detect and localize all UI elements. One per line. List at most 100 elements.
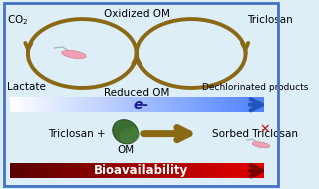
Text: Reduced OM: Reduced OM [104, 88, 169, 98]
FancyBboxPatch shape [139, 97, 141, 112]
FancyBboxPatch shape [260, 163, 262, 178]
FancyBboxPatch shape [129, 97, 131, 112]
FancyBboxPatch shape [27, 163, 29, 178]
Ellipse shape [114, 120, 131, 132]
Ellipse shape [252, 142, 270, 148]
FancyBboxPatch shape [22, 97, 24, 112]
FancyBboxPatch shape [30, 97, 32, 112]
Text: Dechlorinated products: Dechlorinated products [202, 83, 309, 91]
FancyBboxPatch shape [112, 163, 114, 178]
FancyBboxPatch shape [240, 163, 242, 178]
FancyBboxPatch shape [202, 163, 204, 178]
FancyBboxPatch shape [68, 163, 70, 178]
FancyBboxPatch shape [75, 163, 77, 178]
FancyBboxPatch shape [66, 97, 68, 112]
FancyBboxPatch shape [206, 163, 208, 178]
FancyBboxPatch shape [182, 163, 184, 178]
FancyBboxPatch shape [136, 163, 138, 178]
FancyBboxPatch shape [121, 97, 122, 112]
FancyBboxPatch shape [184, 97, 186, 112]
FancyBboxPatch shape [150, 97, 152, 112]
FancyBboxPatch shape [141, 163, 143, 178]
FancyBboxPatch shape [57, 97, 59, 112]
FancyBboxPatch shape [81, 97, 83, 112]
FancyBboxPatch shape [20, 163, 22, 178]
FancyBboxPatch shape [170, 97, 172, 112]
Text: Sorbed Triclosan: Sorbed Triclosan [212, 129, 298, 139]
FancyBboxPatch shape [211, 163, 213, 178]
FancyBboxPatch shape [85, 163, 87, 178]
FancyBboxPatch shape [42, 163, 44, 178]
FancyBboxPatch shape [190, 163, 192, 178]
FancyBboxPatch shape [214, 97, 216, 112]
FancyBboxPatch shape [71, 163, 73, 178]
FancyBboxPatch shape [134, 97, 136, 112]
FancyBboxPatch shape [127, 97, 129, 112]
FancyBboxPatch shape [46, 163, 48, 178]
FancyBboxPatch shape [52, 97, 54, 112]
FancyBboxPatch shape [132, 97, 135, 112]
FancyBboxPatch shape [231, 97, 233, 112]
FancyBboxPatch shape [83, 97, 85, 112]
FancyBboxPatch shape [158, 97, 160, 112]
FancyBboxPatch shape [73, 163, 75, 178]
FancyBboxPatch shape [257, 97, 259, 112]
FancyBboxPatch shape [112, 97, 114, 112]
FancyBboxPatch shape [233, 163, 235, 178]
FancyBboxPatch shape [165, 97, 167, 112]
FancyBboxPatch shape [68, 97, 70, 112]
FancyBboxPatch shape [141, 97, 143, 112]
FancyBboxPatch shape [126, 97, 128, 112]
FancyBboxPatch shape [254, 97, 256, 112]
Text: CO$_2$: CO$_2$ [7, 13, 28, 27]
FancyBboxPatch shape [93, 97, 95, 112]
FancyBboxPatch shape [230, 97, 232, 112]
FancyBboxPatch shape [136, 97, 138, 112]
FancyBboxPatch shape [85, 97, 87, 112]
FancyBboxPatch shape [143, 163, 145, 178]
FancyBboxPatch shape [151, 163, 153, 178]
FancyBboxPatch shape [259, 163, 261, 178]
Text: e-: e- [133, 98, 148, 112]
FancyBboxPatch shape [247, 163, 249, 178]
FancyBboxPatch shape [260, 97, 262, 112]
FancyBboxPatch shape [59, 97, 61, 112]
FancyBboxPatch shape [107, 163, 109, 178]
FancyBboxPatch shape [172, 97, 174, 112]
FancyBboxPatch shape [13, 163, 15, 178]
FancyBboxPatch shape [167, 97, 168, 112]
FancyBboxPatch shape [225, 163, 226, 178]
FancyBboxPatch shape [216, 97, 218, 112]
FancyBboxPatch shape [75, 97, 77, 112]
FancyBboxPatch shape [236, 163, 238, 178]
FancyBboxPatch shape [131, 97, 133, 112]
FancyBboxPatch shape [238, 97, 240, 112]
FancyBboxPatch shape [102, 163, 104, 178]
FancyBboxPatch shape [137, 97, 140, 112]
FancyBboxPatch shape [95, 97, 97, 112]
FancyBboxPatch shape [32, 163, 34, 178]
FancyBboxPatch shape [18, 97, 20, 112]
FancyBboxPatch shape [163, 97, 165, 112]
FancyBboxPatch shape [80, 97, 82, 112]
FancyBboxPatch shape [204, 163, 206, 178]
FancyBboxPatch shape [70, 163, 71, 178]
FancyBboxPatch shape [49, 97, 51, 112]
FancyBboxPatch shape [228, 163, 230, 178]
FancyBboxPatch shape [47, 163, 49, 178]
FancyBboxPatch shape [124, 97, 126, 112]
FancyBboxPatch shape [95, 163, 97, 178]
FancyBboxPatch shape [211, 97, 213, 112]
FancyBboxPatch shape [236, 97, 238, 112]
FancyBboxPatch shape [167, 163, 168, 178]
FancyBboxPatch shape [209, 163, 211, 178]
FancyBboxPatch shape [148, 97, 150, 112]
FancyBboxPatch shape [212, 163, 215, 178]
FancyBboxPatch shape [201, 163, 203, 178]
FancyBboxPatch shape [226, 163, 228, 178]
FancyBboxPatch shape [168, 163, 170, 178]
FancyBboxPatch shape [151, 97, 153, 112]
FancyBboxPatch shape [114, 97, 116, 112]
FancyBboxPatch shape [11, 97, 13, 112]
FancyBboxPatch shape [15, 163, 17, 178]
